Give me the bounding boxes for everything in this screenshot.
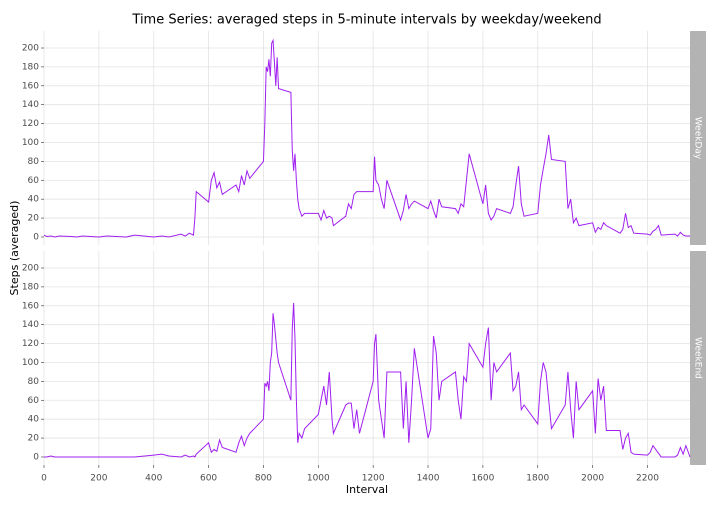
y-tick-label: 140 [22,320,39,330]
y-tick-label: 120 [22,339,39,349]
x-tick-label: 2000 [581,474,604,484]
chart-title: Time Series: averaged steps in 5-minute … [131,13,601,28]
x-tick-label: 800 [255,474,272,484]
x-tick-label: 200 [90,474,107,484]
y-tick-label: 200 [22,44,39,54]
y-tick-label: 0 [33,232,39,242]
y-tick-label: 200 [22,264,39,274]
x-tick-label: 1800 [526,474,549,484]
y-tick-label: 40 [28,195,40,205]
y-tick-label: 140 [22,100,39,110]
facet-label: WeekEnd [693,337,703,379]
x-tick-label: 1400 [417,474,440,484]
x-axis-label: Interval [346,483,388,496]
panel-background [44,31,690,245]
y-axis-label: Steps (averaged) [8,201,21,296]
y-tick-label: 100 [22,138,39,148]
y-tick-label: 60 [28,396,40,406]
y-tick-label: 20 [28,434,40,444]
facet-strip [690,251,706,465]
x-tick-label: 600 [200,474,217,484]
y-tick-label: 160 [22,81,39,91]
x-tick-label: 1200 [362,474,385,484]
y-tick-label: 80 [28,157,40,167]
y-tick-label: 40 [28,415,40,425]
x-tick-label: 1600 [471,474,494,484]
y-tick-label: 180 [22,62,39,72]
y-tick-label: 100 [22,358,39,368]
y-tick-label: 80 [28,377,40,387]
panel-background [44,251,690,465]
series-line [44,302,691,458]
facet-label: WeekDay [693,117,703,160]
y-tick-label: 20 [28,214,40,224]
x-tick-label: 2200 [636,474,659,484]
series-line [43,38,690,238]
x-tick-label: 1000 [307,474,330,484]
y-tick-label: 0 [33,452,39,462]
y-tick-label: 60 [28,176,40,186]
x-tick-label: 0 [41,474,47,484]
y-tick-label: 180 [22,282,39,292]
y-tick-label: 120 [22,119,39,129]
x-tick-label: 400 [145,474,162,484]
facet-strip [690,31,706,245]
y-tick-label: 160 [22,301,39,311]
